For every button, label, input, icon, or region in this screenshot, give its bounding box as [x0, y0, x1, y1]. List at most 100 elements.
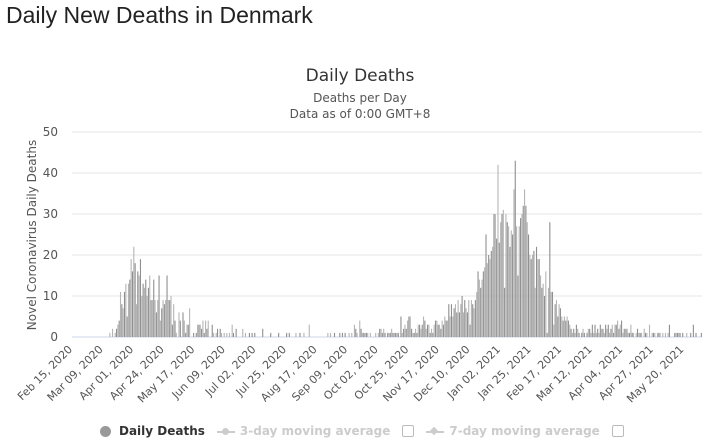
bar[interactable] — [452, 316, 454, 338]
bar[interactable] — [555, 300, 558, 337]
bar[interactable] — [456, 312, 458, 337]
bar[interactable] — [682, 332, 684, 337]
legend-item-daily-deaths[interactable]: Daily Deaths — [100, 424, 205, 438]
bar[interactable] — [626, 328, 628, 337]
bar[interactable] — [131, 271, 134, 337]
bar[interactable] — [508, 226, 510, 337]
bar[interactable] — [594, 324, 596, 337]
bar[interactable] — [175, 332, 177, 337]
bar[interactable] — [643, 328, 645, 337]
bar[interactable] — [567, 320, 569, 337]
bar[interactable] — [117, 324, 119, 337]
bar[interactable] — [365, 332, 367, 337]
bar[interactable] — [438, 324, 441, 337]
bar[interactable] — [171, 324, 173, 337]
bar[interactable] — [442, 324, 445, 337]
bar[interactable] — [327, 332, 329, 337]
bar[interactable] — [472, 304, 474, 337]
bar[interactable] — [430, 328, 433, 337]
bar[interactable] — [549, 222, 551, 337]
bar[interactable] — [627, 332, 629, 337]
bar[interactable] — [457, 300, 459, 337]
bar[interactable] — [517, 275, 519, 338]
bar[interactable] — [449, 316, 451, 338]
bar[interactable] — [558, 304, 560, 337]
bar[interactable] — [380, 328, 382, 337]
bar[interactable] — [551, 291, 554, 337]
bar[interactable] — [344, 332, 346, 337]
bar[interactable] — [700, 332, 702, 337]
bar[interactable] — [440, 328, 442, 337]
bar[interactable] — [387, 332, 389, 337]
bar[interactable] — [111, 328, 114, 337]
bar[interactable] — [599, 324, 601, 337]
bar[interactable] — [470, 300, 472, 337]
bar[interactable] — [355, 328, 357, 337]
bar[interactable] — [170, 296, 172, 337]
bar[interactable] — [500, 222, 502, 337]
bar[interactable] — [137, 271, 139, 337]
bar[interactable] — [444, 316, 446, 338]
bar[interactable] — [162, 300, 164, 337]
bar[interactable] — [441, 320, 443, 337]
bar[interactable] — [489, 259, 491, 337]
bar[interactable] — [388, 332, 390, 337]
bar[interactable] — [251, 332, 253, 337]
bar[interactable] — [146, 296, 148, 337]
bar[interactable] — [543, 296, 546, 337]
bar[interactable] — [391, 328, 393, 337]
bar[interactable] — [153, 279, 155, 337]
bar[interactable] — [381, 332, 383, 337]
bar[interactable] — [122, 308, 124, 337]
bar[interactable] — [367, 332, 369, 337]
bar[interactable] — [454, 304, 456, 337]
bar[interactable] — [575, 324, 577, 337]
bar[interactable] — [149, 275, 151, 338]
bar[interactable] — [476, 291, 478, 337]
bar[interactable] — [169, 300, 171, 337]
legend-item-3-day-average[interactable]: 3-day moving average — [216, 424, 390, 438]
bar[interactable] — [674, 332, 676, 337]
bar[interactable] — [173, 304, 175, 337]
bar[interactable] — [481, 279, 483, 337]
bar[interactable] — [598, 332, 600, 337]
bar[interactable] — [656, 332, 659, 337]
bar[interactable] — [638, 332, 640, 337]
bar[interactable] — [524, 189, 526, 337]
bar[interactable] — [539, 275, 542, 338]
bar[interactable] — [494, 214, 496, 337]
bar[interactable] — [187, 324, 189, 337]
bar[interactable] — [498, 242, 500, 337]
bar[interactable] — [199, 324, 201, 337]
bar[interactable] — [629, 332, 631, 337]
bar[interactable] — [384, 332, 386, 337]
bar[interactable] — [581, 332, 583, 337]
bar[interactable] — [603, 332, 605, 337]
bar[interactable] — [109, 332, 111, 337]
bar[interactable] — [123, 291, 126, 337]
bar[interactable] — [329, 332, 332, 337]
bar[interactable] — [506, 222, 508, 337]
bar[interactable] — [220, 332, 223, 337]
bar[interactable] — [450, 304, 453, 337]
bar[interactable] — [547, 287, 550, 337]
bar[interactable] — [361, 332, 363, 337]
bar[interactable] — [262, 328, 264, 337]
bar[interactable] — [640, 332, 643, 337]
bar[interactable] — [469, 324, 471, 337]
bar[interactable] — [614, 324, 616, 337]
bar[interactable] — [432, 332, 434, 337]
bar[interactable] — [496, 238, 498, 337]
bar[interactable] — [648, 324, 651, 337]
bar[interactable] — [389, 332, 391, 337]
bar[interactable] — [512, 234, 514, 338]
bar[interactable] — [630, 324, 632, 337]
bar[interactable] — [174, 320, 176, 337]
bar[interactable] — [166, 275, 168, 338]
bar[interactable] — [531, 255, 534, 337]
legend-item-7-day-average[interactable]: 7-day moving average — [426, 424, 600, 438]
bar[interactable] — [254, 332, 256, 337]
bar[interactable] — [429, 332, 431, 337]
bar[interactable] — [529, 255, 531, 337]
bar[interactable] — [401, 332, 403, 337]
